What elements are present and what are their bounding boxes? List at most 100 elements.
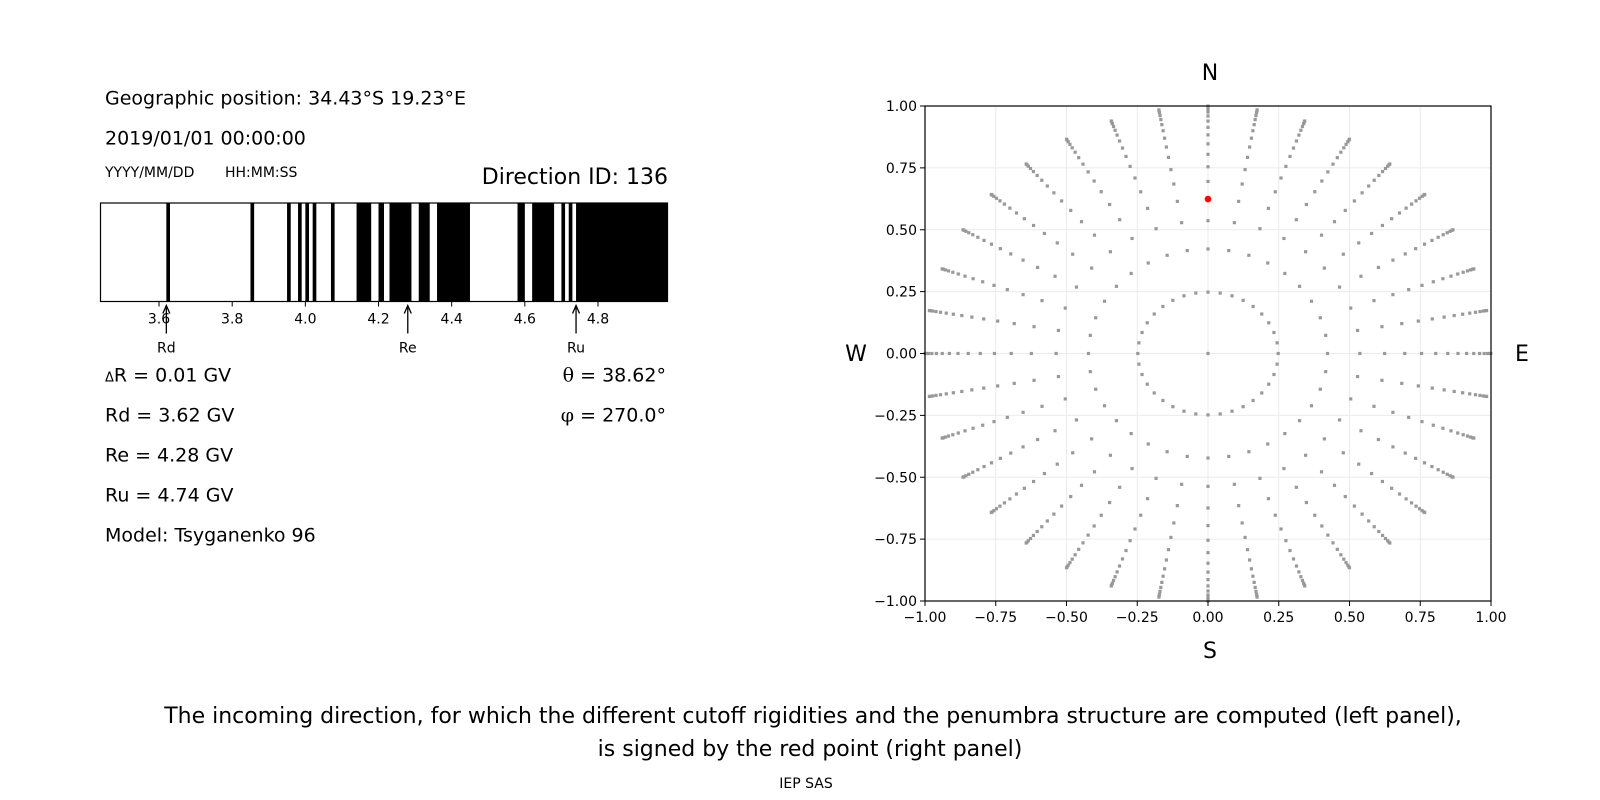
direction-point bbox=[1161, 129, 1165, 133]
direction-point bbox=[1108, 202, 1112, 207]
direction-point bbox=[1206, 152, 1210, 156]
direction-point bbox=[963, 429, 967, 433]
direction-point bbox=[1008, 206, 1012, 210]
compass-east: E bbox=[1515, 342, 1529, 367]
direction-point bbox=[1409, 501, 1414, 505]
direction-point bbox=[1318, 387, 1322, 391]
direction-point bbox=[1092, 524, 1096, 528]
direction-point bbox=[1071, 451, 1075, 455]
direction-point bbox=[1206, 596, 1210, 600]
direction-point bbox=[1245, 548, 1250, 552]
x-tick-label: 0.00 bbox=[1192, 610, 1223, 626]
direction-point bbox=[1441, 233, 1445, 237]
direction-point bbox=[1139, 513, 1143, 517]
direction-point bbox=[982, 238, 986, 243]
direction-point bbox=[1358, 351, 1362, 356]
direction-point bbox=[934, 351, 939, 356]
direction-point bbox=[1267, 321, 1271, 325]
direction-point bbox=[1172, 182, 1176, 186]
direction-point bbox=[1021, 410, 1025, 414]
direction-point bbox=[1349, 306, 1353, 310]
direction-point bbox=[1431, 280, 1435, 284]
direction-point bbox=[1397, 211, 1402, 215]
direction-point bbox=[946, 434, 951, 438]
direction-point bbox=[1284, 539, 1288, 543]
y-tick-label: 0.25 bbox=[886, 285, 917, 301]
direction-point bbox=[1388, 162, 1392, 166]
direction-point bbox=[998, 456, 1002, 460]
direction-point bbox=[1441, 277, 1445, 281]
direction-point bbox=[1247, 450, 1251, 454]
direction-point bbox=[1343, 208, 1347, 213]
direction-point bbox=[1468, 392, 1472, 396]
credit: IEP SAS bbox=[779, 776, 833, 792]
arrow-head-icon bbox=[162, 303, 171, 314]
direction-point bbox=[1335, 156, 1339, 160]
direction-point bbox=[1206, 290, 1210, 294]
direction-point bbox=[1291, 557, 1296, 561]
direction-point bbox=[1206, 456, 1210, 460]
direction-point bbox=[1113, 575, 1117, 579]
direction-point bbox=[1304, 453, 1308, 457]
direction-point bbox=[1355, 328, 1360, 333]
direction-point bbox=[1194, 412, 1198, 416]
direction-point bbox=[1124, 154, 1128, 159]
direction-point bbox=[1420, 420, 1424, 424]
direction-point bbox=[1094, 316, 1098, 320]
forbidden-band bbox=[568, 203, 573, 302]
direction-point bbox=[1247, 253, 1251, 257]
direction-point bbox=[1252, 123, 1256, 127]
direction-point bbox=[1324, 370, 1328, 374]
direction-point bbox=[1079, 220, 1084, 224]
compass-north: N bbox=[1201, 61, 1219, 86]
direction-point bbox=[1111, 124, 1116, 129]
direction-point bbox=[1420, 283, 1424, 287]
direction-point bbox=[1102, 299, 1107, 303]
direction-point bbox=[1288, 548, 1292, 553]
direction-point bbox=[1403, 252, 1407, 256]
x-tick-label: 4.2 bbox=[367, 312, 389, 328]
direction-point bbox=[1251, 398, 1255, 403]
direction-point bbox=[1054, 351, 1058, 356]
direction-point bbox=[1110, 122, 1114, 126]
direction-point bbox=[1206, 142, 1210, 146]
direction-point bbox=[1249, 567, 1254, 571]
direction-point bbox=[1319, 233, 1324, 237]
direction-point bbox=[1117, 564, 1122, 568]
direction-point bbox=[1185, 248, 1189, 253]
caption-line-2: is signed by the red point (right panel) bbox=[597, 737, 1023, 762]
direction-point bbox=[1346, 140, 1350, 144]
direction-point bbox=[1481, 309, 1485, 313]
direction-point bbox=[1400, 381, 1404, 385]
direction-point bbox=[1012, 381, 1016, 385]
direction-point bbox=[1130, 466, 1134, 471]
direction-point bbox=[1337, 285, 1342, 289]
direction-point bbox=[1332, 483, 1337, 487]
direction-point bbox=[1086, 533, 1090, 537]
direction-point bbox=[1332, 220, 1337, 224]
direction-point bbox=[927, 394, 932, 399]
x-tick-label: 3.8 bbox=[221, 312, 243, 328]
direction-point bbox=[1472, 351, 1476, 356]
direction-point bbox=[1300, 578, 1305, 583]
direction-point bbox=[1303, 584, 1307, 588]
forbidden-band bbox=[576, 203, 668, 302]
direction-point bbox=[1024, 162, 1028, 166]
direction-point bbox=[1206, 584, 1210, 588]
rd-value: Rd = 3.62 GV bbox=[105, 404, 235, 427]
direction-point bbox=[1218, 412, 1222, 416]
direction-point bbox=[1461, 433, 1465, 437]
direction-point bbox=[1180, 221, 1184, 225]
direction-point bbox=[1451, 475, 1455, 479]
direction-point bbox=[1079, 483, 1084, 487]
direction-point bbox=[1230, 294, 1234, 298]
direction-point bbox=[1073, 553, 1077, 557]
direction-point bbox=[1446, 351, 1450, 356]
direction-point bbox=[1341, 252, 1345, 256]
direction-point bbox=[1430, 386, 1434, 390]
forbidden-band bbox=[298, 203, 302, 302]
phi-text: = 270.0° bbox=[574, 404, 666, 427]
direction-point bbox=[1391, 258, 1395, 262]
